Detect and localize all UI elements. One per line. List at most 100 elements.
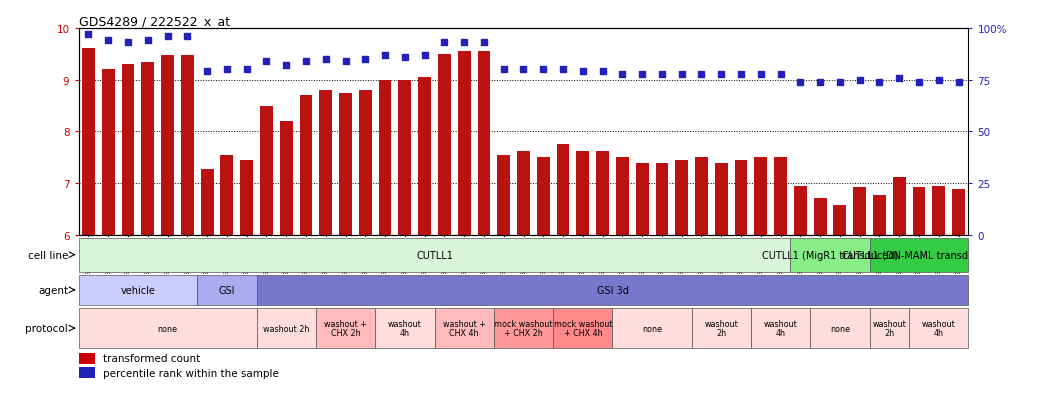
- Point: [80, 32, 96, 38]
- Bar: [221, 155, 233, 235]
- Point: [239, 67, 255, 74]
- Point: [811, 79, 828, 86]
- Bar: [751, 309, 810, 348]
- Bar: [790, 238, 870, 272]
- Text: washout +
CHX 4h: washout + CHX 4h: [443, 319, 486, 338]
- Text: CUTLL1 (MigR1 transduced): CUTLL1 (MigR1 transduced): [762, 250, 898, 260]
- Text: GDS4289 / 222522_x_at: GDS4289 / 222522_x_at: [79, 15, 229, 28]
- Point: [693, 71, 710, 78]
- Bar: [339, 93, 352, 235]
- Bar: [418, 78, 431, 235]
- Bar: [260, 106, 273, 235]
- Bar: [870, 238, 968, 272]
- Bar: [810, 309, 870, 348]
- Point: [831, 79, 848, 86]
- Bar: [675, 161, 688, 235]
- Point: [397, 55, 414, 61]
- Bar: [79, 368, 94, 378]
- Text: CUTLL1 (DN-MAML transduced): CUTLL1 (DN-MAML transduced): [842, 250, 996, 260]
- Bar: [553, 309, 612, 348]
- Bar: [616, 158, 629, 235]
- Bar: [458, 52, 470, 235]
- Bar: [280, 122, 292, 235]
- Point: [753, 71, 770, 78]
- Point: [219, 67, 236, 74]
- Bar: [909, 309, 968, 348]
- Bar: [870, 309, 909, 348]
- Text: washout
4h: washout 4h: [922, 319, 956, 338]
- Bar: [873, 195, 886, 235]
- Bar: [814, 198, 826, 235]
- Point: [377, 52, 394, 59]
- Bar: [197, 275, 257, 305]
- Bar: [181, 56, 194, 235]
- Text: washout +
CHX 2h: washout + CHX 2h: [325, 319, 366, 338]
- Bar: [102, 70, 114, 235]
- Point: [475, 40, 492, 47]
- Bar: [933, 186, 945, 235]
- Point: [673, 71, 690, 78]
- Bar: [201, 169, 214, 235]
- Point: [258, 59, 274, 65]
- Text: washout
2h: washout 2h: [872, 319, 907, 338]
- Bar: [913, 188, 926, 235]
- Text: cell line: cell line: [28, 250, 68, 260]
- Bar: [121, 65, 134, 235]
- Point: [119, 40, 136, 47]
- Bar: [715, 163, 728, 235]
- Bar: [435, 309, 494, 348]
- Bar: [299, 96, 312, 235]
- Bar: [316, 309, 375, 348]
- Point: [595, 69, 611, 76]
- Point: [455, 40, 472, 47]
- Bar: [636, 163, 648, 235]
- Point: [139, 38, 156, 45]
- Point: [515, 67, 532, 74]
- Point: [535, 67, 552, 74]
- Bar: [79, 238, 790, 272]
- Bar: [477, 52, 490, 235]
- Bar: [494, 309, 553, 348]
- Bar: [853, 188, 866, 235]
- Bar: [319, 91, 332, 235]
- Point: [297, 59, 314, 65]
- Bar: [141, 62, 154, 235]
- Point: [733, 71, 750, 78]
- Bar: [655, 163, 668, 235]
- Bar: [375, 309, 435, 348]
- Point: [633, 71, 650, 78]
- Text: washout
4h: washout 4h: [763, 319, 798, 338]
- Point: [317, 57, 334, 63]
- Text: CUTLL1: CUTLL1: [416, 250, 453, 260]
- Text: protocol: protocol: [25, 323, 68, 333]
- Point: [99, 38, 116, 45]
- Bar: [695, 158, 708, 235]
- Point: [575, 69, 592, 76]
- Bar: [577, 152, 589, 235]
- Text: mock washout
+ CHX 2h: mock washout + CHX 2h: [494, 319, 553, 338]
- Point: [713, 71, 730, 78]
- Bar: [893, 178, 906, 235]
- Point: [277, 63, 294, 69]
- Bar: [161, 56, 174, 235]
- Point: [495, 67, 512, 74]
- Text: mock washout
+ CHX 4h: mock washout + CHX 4h: [554, 319, 612, 338]
- Point: [614, 71, 630, 78]
- Point: [931, 77, 948, 84]
- Text: transformed count: transformed count: [104, 354, 201, 363]
- Bar: [517, 152, 530, 235]
- Point: [851, 77, 868, 84]
- Bar: [257, 309, 316, 348]
- Text: vehicle: vehicle: [120, 285, 155, 295]
- Bar: [755, 158, 767, 235]
- Bar: [359, 91, 372, 235]
- Point: [773, 71, 789, 78]
- Text: none: none: [642, 324, 662, 333]
- Text: washout
2h: washout 2h: [705, 319, 738, 338]
- Text: percentile rank within the sample: percentile rank within the sample: [104, 368, 280, 378]
- Bar: [833, 205, 846, 235]
- Bar: [596, 152, 609, 235]
- Bar: [399, 81, 411, 235]
- Bar: [794, 186, 807, 235]
- Point: [436, 40, 452, 47]
